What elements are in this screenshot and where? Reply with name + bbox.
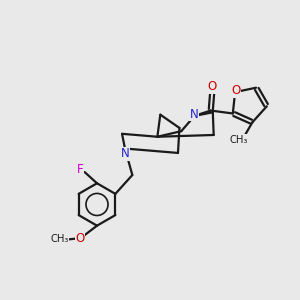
- Text: O: O: [76, 232, 85, 244]
- Text: F: F: [77, 163, 84, 176]
- Text: N: N: [121, 147, 129, 160]
- Text: O: O: [208, 80, 217, 94]
- Text: CH₃: CH₃: [50, 234, 68, 244]
- Text: CH₃: CH₃: [230, 135, 248, 145]
- Text: N: N: [190, 108, 198, 121]
- Text: O: O: [231, 84, 240, 97]
